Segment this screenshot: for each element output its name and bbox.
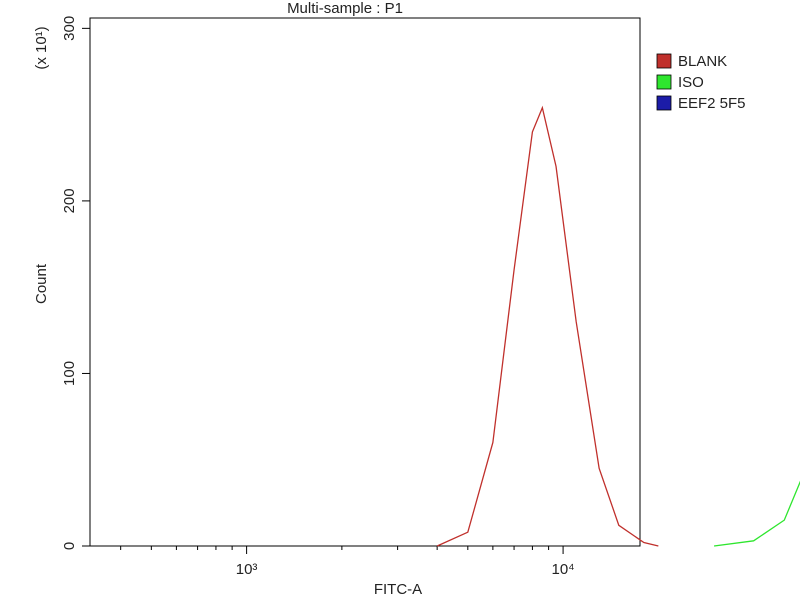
x-tick-label: 10³ — [236, 561, 258, 578]
x-tick-label: 10⁴ — [552, 561, 575, 578]
y-tick-label: 0 — [61, 542, 78, 550]
legend-swatch — [656, 74, 672, 90]
legend-label: EEF2 5F5 — [678, 95, 746, 112]
y-axis-label: Count — [33, 263, 50, 304]
legend-swatch — [656, 95, 672, 111]
legend-label: ISO — [678, 74, 704, 91]
y-tick-label: 200 — [61, 188, 78, 213]
legend-label: BLANK — [678, 53, 727, 70]
y-multiplier: (x 10¹) — [33, 26, 50, 69]
chart-title: Multi-sample : P1 — [287, 0, 403, 17]
histogram-line — [713, 480, 800, 547]
y-tick-label: 100 — [61, 361, 78, 386]
plot-frame — [89, 17, 641, 547]
legend-swatch — [656, 53, 672, 69]
y-tick-label: 300 — [61, 16, 78, 41]
histogram-line — [436, 105, 659, 547]
x-axis-label: FITC-A — [374, 581, 422, 598]
